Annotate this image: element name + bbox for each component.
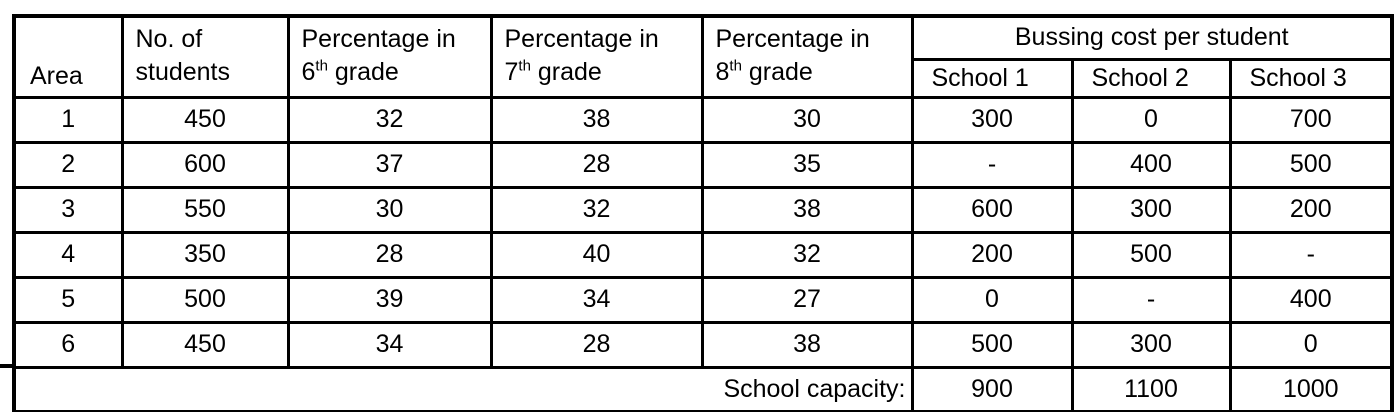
cell-pct6: 30 <box>286 185 493 234</box>
header-row-top: Area No. of students Percentage in 6th g… <box>12 14 1394 99</box>
cell-pct7: 34 <box>489 275 704 324</box>
cell-students: 600 <box>120 140 290 189</box>
cell-school1-cost: 600 <box>910 185 1074 234</box>
cell-school3-cost: 200 <box>1228 185 1394 234</box>
cell-pct7: 28 <box>489 140 704 189</box>
cell-pct8: 27 <box>700 275 914 324</box>
table-row-area-5: 5 500 39 34 27 0 - 400 <box>12 275 1394 324</box>
table-row-area-3: 3 550 30 32 38 600 300 200 <box>12 185 1394 234</box>
col-header-pct-7th: Percentage in 7th grade <box>489 14 704 99</box>
grade-number: 7 <box>504 58 519 87</box>
cell-students: 500 <box>120 275 290 324</box>
cell-pct8: 30 <box>700 95 914 144</box>
table-row-capacity: School capacity: 900 1100 1000 <box>12 365 1394 412</box>
cell-school2-cost: 300 <box>1070 320 1232 369</box>
cell-area: 2 <box>12 140 124 189</box>
cell-pct6: 28 <box>286 230 493 279</box>
cell-pct7: 40 <box>489 230 704 279</box>
cell-school1-cost: 200 <box>910 230 1074 279</box>
cell-school3-cost: 0 <box>1228 320 1394 369</box>
cell-school3-cost: - <box>1228 230 1394 279</box>
cell-school3-cost: 700 <box>1228 95 1394 144</box>
table-row-area-1: 1 450 32 38 30 300 0 700 <box>12 95 1394 144</box>
cell-pct7: 38 <box>489 95 704 144</box>
col-header-area-label: Area <box>30 61 83 90</box>
bussing-cost-table: Area No. of students Percentage in 6th g… <box>12 14 1394 412</box>
cell-pct8: 32 <box>700 230 914 279</box>
grade-number: 8 <box>715 58 730 87</box>
col-header-pct-8th: Percentage in 8th grade <box>700 14 914 99</box>
header-row-schools: School 1 School 2 School 3 <box>14 57 1394 99</box>
grade-word: grade <box>748 58 813 87</box>
cell-school2-cost: 400 <box>1070 140 1232 189</box>
cell-area: 5 <box>12 275 124 324</box>
school-capacity-label: School capacity: <box>12 365 914 412</box>
cell-school3-cost: 500 <box>1228 140 1394 189</box>
grade-number: 6 <box>301 58 316 87</box>
grade-word: grade <box>334 58 399 87</box>
cell-pct6: 39 <box>286 275 493 324</box>
col-header-pct7-line1: Percentage in <box>504 25 659 53</box>
cell-school2-cost: 0 <box>1070 95 1232 144</box>
col-header-area: Area <box>12 14 124 99</box>
cell-school1-cost: 500 <box>910 320 1074 369</box>
col-header-pct8-line2: 8th grade <box>716 56 911 89</box>
cell-pct7: 28 <box>489 320 704 369</box>
col-header-pct6-line2: 6th grade <box>302 56 490 89</box>
table-row-area-4: 4 350 28 40 32 200 500 - <box>12 230 1394 279</box>
cell-area: 1 <box>12 95 124 144</box>
col-header-students-line1: No. of <box>135 25 203 53</box>
cell-pct8: 35 <box>700 140 914 189</box>
cell-school1-cost: 0 <box>910 275 1074 324</box>
col-header-pct6-line1: Percentage in <box>301 25 456 53</box>
cell-capacity-school2: 1100 <box>1070 365 1232 412</box>
cell-pct6: 34 <box>286 320 493 369</box>
cell-capacity-school3: 1000 <box>1228 365 1394 412</box>
col-header-school-2: School 2 <box>1070 57 1232 99</box>
cell-pct6: 32 <box>286 95 493 144</box>
cell-pct8: 38 <box>700 185 914 234</box>
cell-school1-cost: - <box>910 140 1074 189</box>
cell-capacity-school1: 900 <box>910 365 1074 412</box>
cell-area: 6 <box>12 320 124 369</box>
table-row-area-2: 2 600 37 28 35 - 400 500 <box>12 140 1394 189</box>
cell-students: 550 <box>120 185 290 234</box>
ordinal-superscript: th <box>729 57 742 75</box>
col-header-school-1: School 1 <box>910 57 1074 99</box>
col-header-pct8-line1: Percentage in <box>715 25 870 53</box>
cell-area: 3 <box>12 185 124 234</box>
cell-pct6: 37 <box>286 140 493 189</box>
left-edge-border-artifact <box>0 364 16 368</box>
cell-area: 4 <box>12 230 124 279</box>
cell-school2-cost: 300 <box>1070 185 1232 234</box>
cell-pct7: 32 <box>489 185 704 234</box>
cell-students: 350 <box>120 230 290 279</box>
table-row-area-6: 6 450 34 28 38 500 300 0 <box>12 320 1394 369</box>
col-header-school-3: School 3 <box>1228 57 1394 99</box>
col-header-pct7-line2: 7th grade <box>505 56 701 89</box>
col-header-students-line2: students <box>135 58 231 87</box>
col-header-bussing-cost: Bussing cost per student <box>910 14 1394 61</box>
grade-word: grade <box>537 58 602 87</box>
ordinal-superscript: th <box>518 57 531 75</box>
cell-pct8: 38 <box>700 320 914 369</box>
col-header-students: No. of students <box>120 14 290 99</box>
cell-school1-cost: 300 <box>910 95 1074 144</box>
cell-school2-cost: 500 <box>1070 230 1232 279</box>
cell-students: 450 <box>120 320 290 369</box>
cell-school2-cost: - <box>1070 275 1232 324</box>
cell-school3-cost: 400 <box>1228 275 1394 324</box>
ordinal-superscript: th <box>315 57 328 75</box>
col-header-pct-6th: Percentage in 6th grade <box>286 14 493 99</box>
cell-students: 450 <box>120 95 290 144</box>
